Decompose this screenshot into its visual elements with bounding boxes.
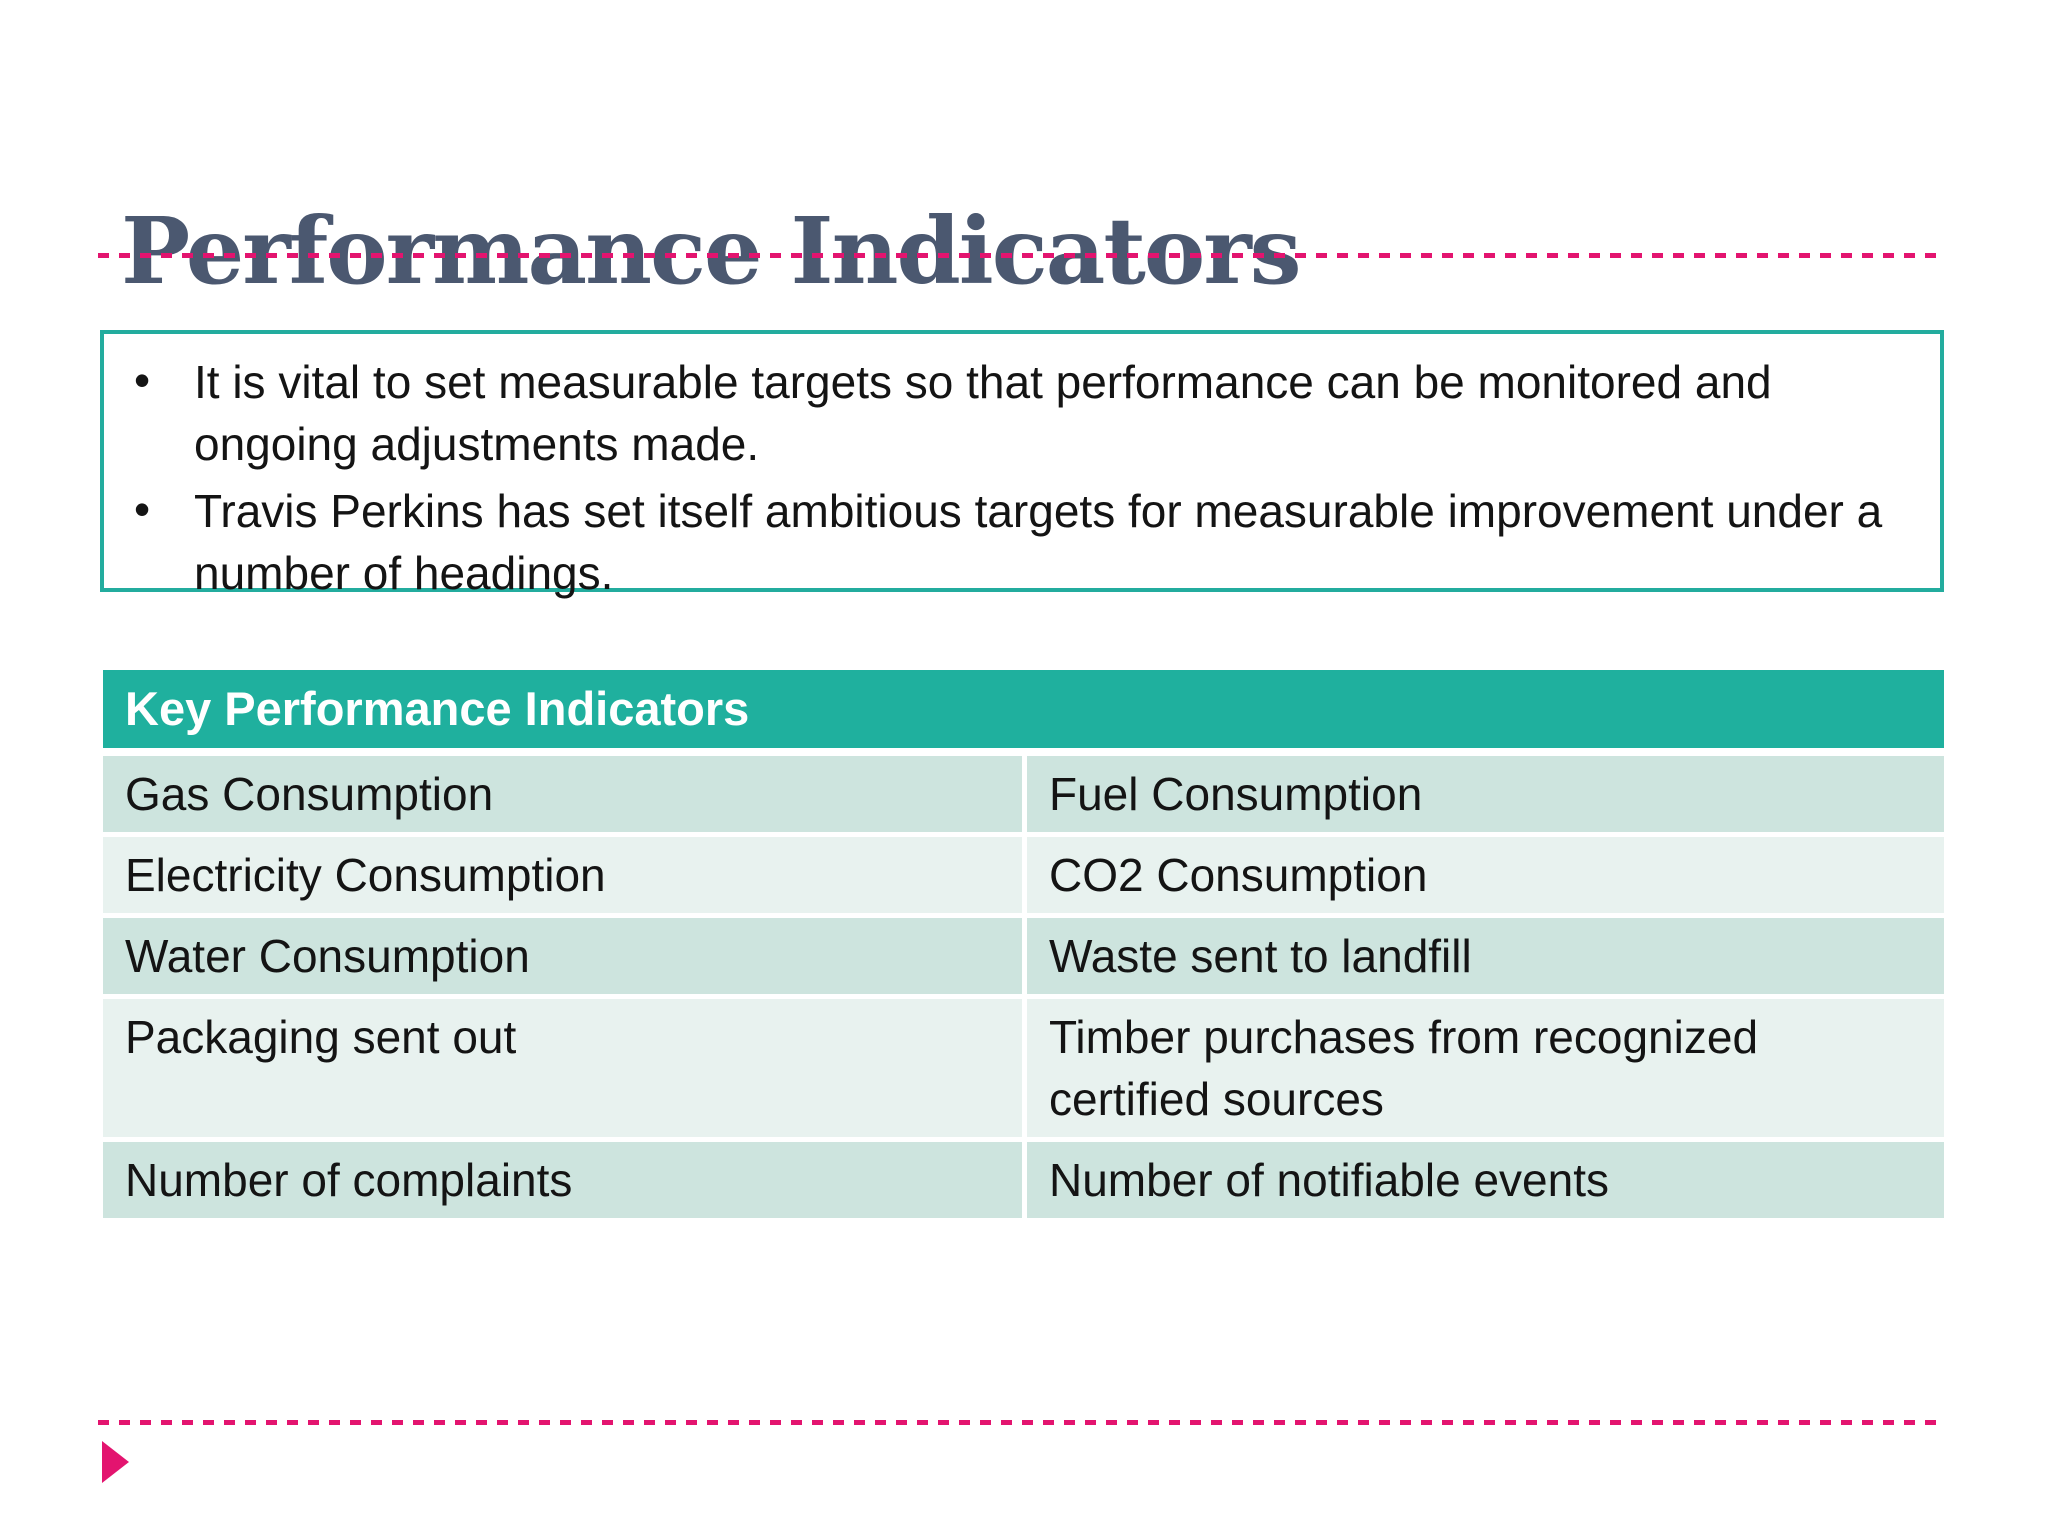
table-cell: CO2 Consumption [1027,837,1944,913]
title-divider-dashed-line [98,253,1944,258]
intro-bullet-list: It is vital to set measurable targets so… [104,334,1940,604]
intro-callout-box: It is vital to set measurable targets so… [100,330,1944,599]
table-cell: Packaging sent out [103,999,1022,1137]
page-title: Performance Indicators [121,196,1302,305]
bullet-item: Travis Perkins has set itself ambitious … [104,478,1910,604]
table-row: Electricity Consumption CO2 Consumption [103,837,1944,913]
table-cell: Water Consumption [103,918,1022,994]
table-row: Number of complaints Number of notifiabl… [103,1142,1944,1218]
kpi-table: Key Performance Indicators Gas Consumpti… [103,670,1944,1218]
table-row: Water Consumption Waste sent to landfill [103,918,1944,994]
table-row: Gas Consumption Fuel Consumption [103,756,1944,832]
table-cell: Number of notifiable events [1027,1142,1944,1218]
table-cell: Timber purchases from recognized certifi… [1027,999,1944,1137]
footer-divider-dashed-line [98,1420,1944,1425]
footer-arrow-icon [102,1441,129,1483]
table-cell: Fuel Consumption [1027,756,1944,832]
table-cell: Electricity Consumption [103,837,1022,913]
kpi-table-header: Key Performance Indicators [103,670,1944,748]
table-cell: Gas Consumption [103,756,1022,832]
bullet-item: It is vital to set measurable targets so… [104,349,1910,475]
table-cell: Number of complaints [103,1142,1022,1218]
table-cell: Waste sent to landfill [1027,918,1944,994]
table-row: Packaging sent out Timber purchases from… [103,999,1944,1137]
